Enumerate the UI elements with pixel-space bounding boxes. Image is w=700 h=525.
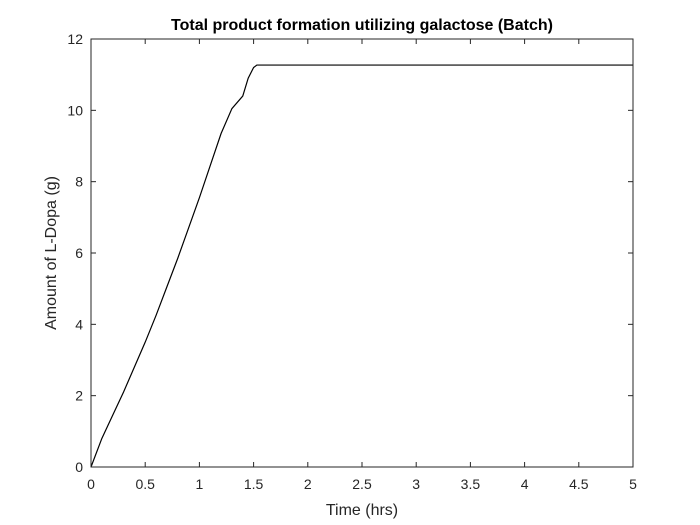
x-tick-label: 3.5: [461, 476, 481, 492]
x-tick-label: 2: [304, 476, 312, 492]
plot-area: [91, 39, 633, 467]
x-tick-label: 2.5: [352, 476, 372, 492]
data-series-line: [90, 64, 633, 468]
y-tick-label: 12: [67, 31, 83, 47]
y-tick-label: 2: [75, 388, 83, 404]
x-tick-label: 0.5: [135, 476, 155, 492]
chart-title: Total product formation utilizing galact…: [171, 17, 553, 34]
y-tick-label: 4: [75, 316, 83, 332]
x-tick-label: 0: [87, 476, 95, 492]
y-tick-label: 8: [75, 174, 83, 190]
x-tick-label: 1.5: [244, 476, 264, 492]
x-tick-label: 4.5: [569, 476, 589, 492]
y-axis-label: Amount of L-Dopa (g): [43, 176, 60, 330]
x-tick-label: 3: [412, 476, 420, 492]
axes-box: [90, 38, 634, 468]
x-axis-label: Time (hrs): [326, 502, 398, 519]
x-tick-label: 5: [629, 476, 637, 492]
y-tick-label: 6: [75, 245, 83, 261]
x-tick-label: 1: [196, 476, 204, 492]
tick-labels: 0 0.5 1 1.5 2 2.5 3 3.5 4 4.5 5 0 2 4 6 8 10 12: [67, 31, 637, 492]
y-tick-label: 10: [67, 102, 83, 118]
y-tick-label: 0: [75, 459, 83, 475]
x-tick-label: 4: [521, 476, 529, 492]
